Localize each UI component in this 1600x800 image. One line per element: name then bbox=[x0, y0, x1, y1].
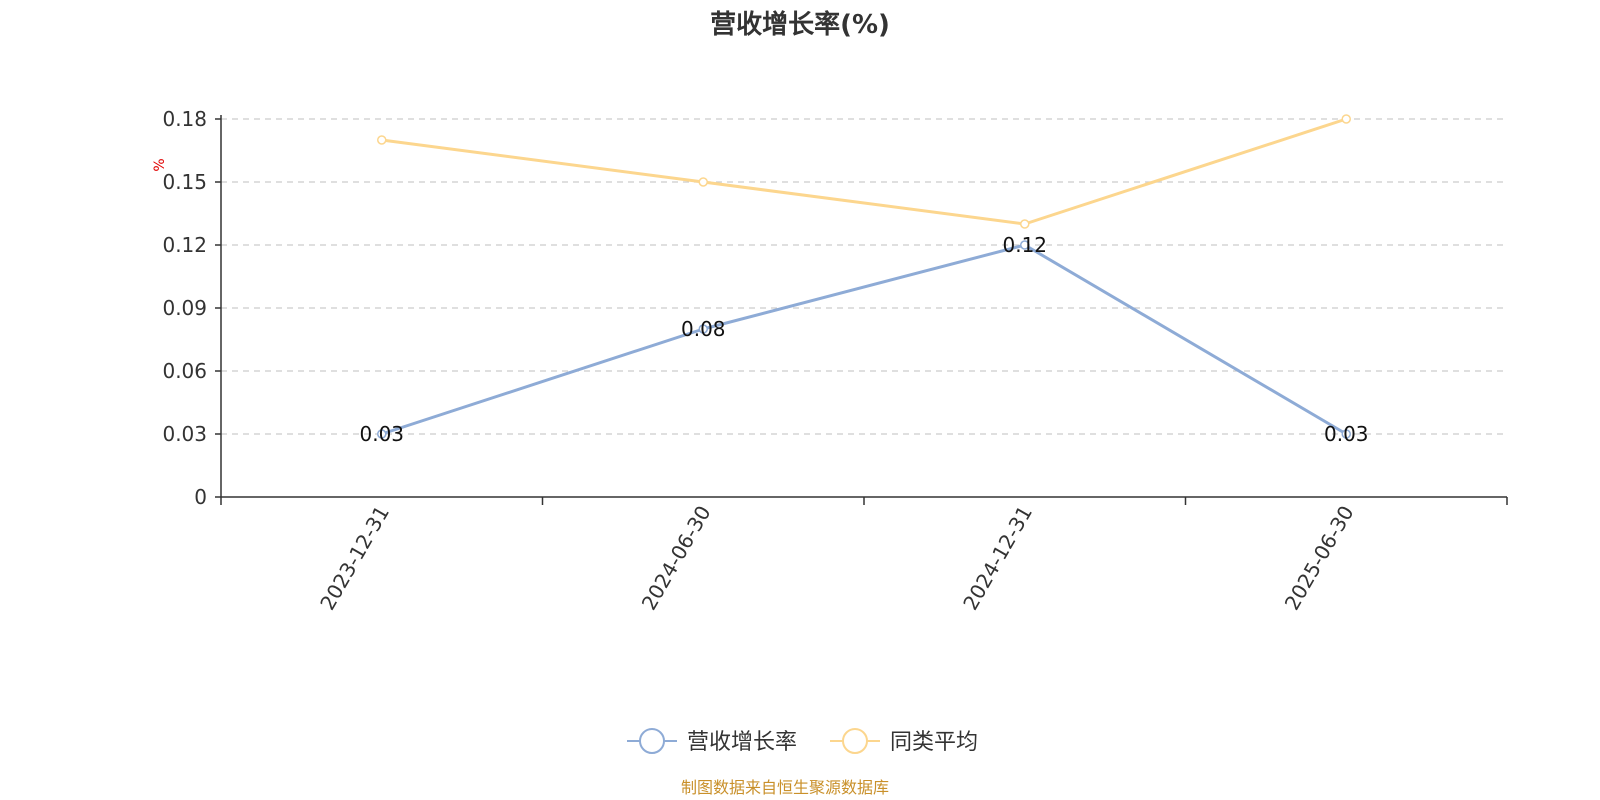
series-point bbox=[1020, 219, 1030, 229]
data-label: 0.03 bbox=[359, 422, 404, 446]
legend-item: 同类平均 bbox=[830, 728, 978, 755]
series-point bbox=[1020, 240, 1030, 250]
y-tick-label: 0.09 bbox=[162, 296, 207, 320]
data-label: 0.03 bbox=[1324, 422, 1369, 446]
y-tick-label: 0.15 bbox=[162, 170, 207, 194]
source-note: 制图数据来自恒生聚源数据库 bbox=[681, 778, 889, 797]
legend-label: 营收增长率 bbox=[687, 730, 797, 755]
legend: 营收增长率 同类平均 bbox=[627, 728, 978, 755]
series-line bbox=[381, 243, 1348, 436]
data-labels: 0.03 0.08 0.12 0.03 bbox=[359, 233, 1368, 446]
x-tick-label: 2024-12-31 bbox=[958, 502, 1037, 615]
axes: 0 0.03 0.06 0.09 0.12 0.15 0.18 2023-12-31 2024-… bbox=[162, 107, 1508, 615]
data-label: 0.12 bbox=[1002, 233, 1047, 257]
data-label: 0.08 bbox=[681, 317, 726, 341]
x-tick-label: 2025-06-30 bbox=[1280, 502, 1359, 615]
grid-lines bbox=[221, 118, 1507, 435]
chart-title: 营收增长率(%) bbox=[710, 9, 890, 40]
y-tick-label: 0.06 bbox=[162, 359, 207, 383]
legend-label: 同类平均 bbox=[890, 730, 978, 755]
y-tick-label: 0 bbox=[194, 485, 207, 509]
series-point bbox=[1341, 429, 1351, 439]
series-layer bbox=[377, 114, 1351, 439]
legend-swatch-marker bbox=[842, 728, 868, 754]
y-tick-label: 0.03 bbox=[162, 422, 207, 446]
y-tick-label: 0.12 bbox=[162, 233, 207, 257]
x-tick-label: 2023-12-31 bbox=[315, 502, 394, 615]
series-point bbox=[377, 429, 387, 439]
series-line bbox=[381, 117, 1347, 226]
series-point bbox=[698, 177, 708, 187]
y-tick-label: 0.18 bbox=[162, 107, 207, 131]
y-axis-unit: % bbox=[152, 158, 168, 171]
legend-swatch-marker bbox=[639, 728, 665, 754]
series-point bbox=[1341, 114, 1351, 124]
series-point bbox=[698, 324, 708, 334]
series-point bbox=[377, 135, 387, 145]
legend-item: 营收增长率 bbox=[627, 728, 797, 755]
x-tick-label: 2024-06-30 bbox=[637, 502, 716, 615]
